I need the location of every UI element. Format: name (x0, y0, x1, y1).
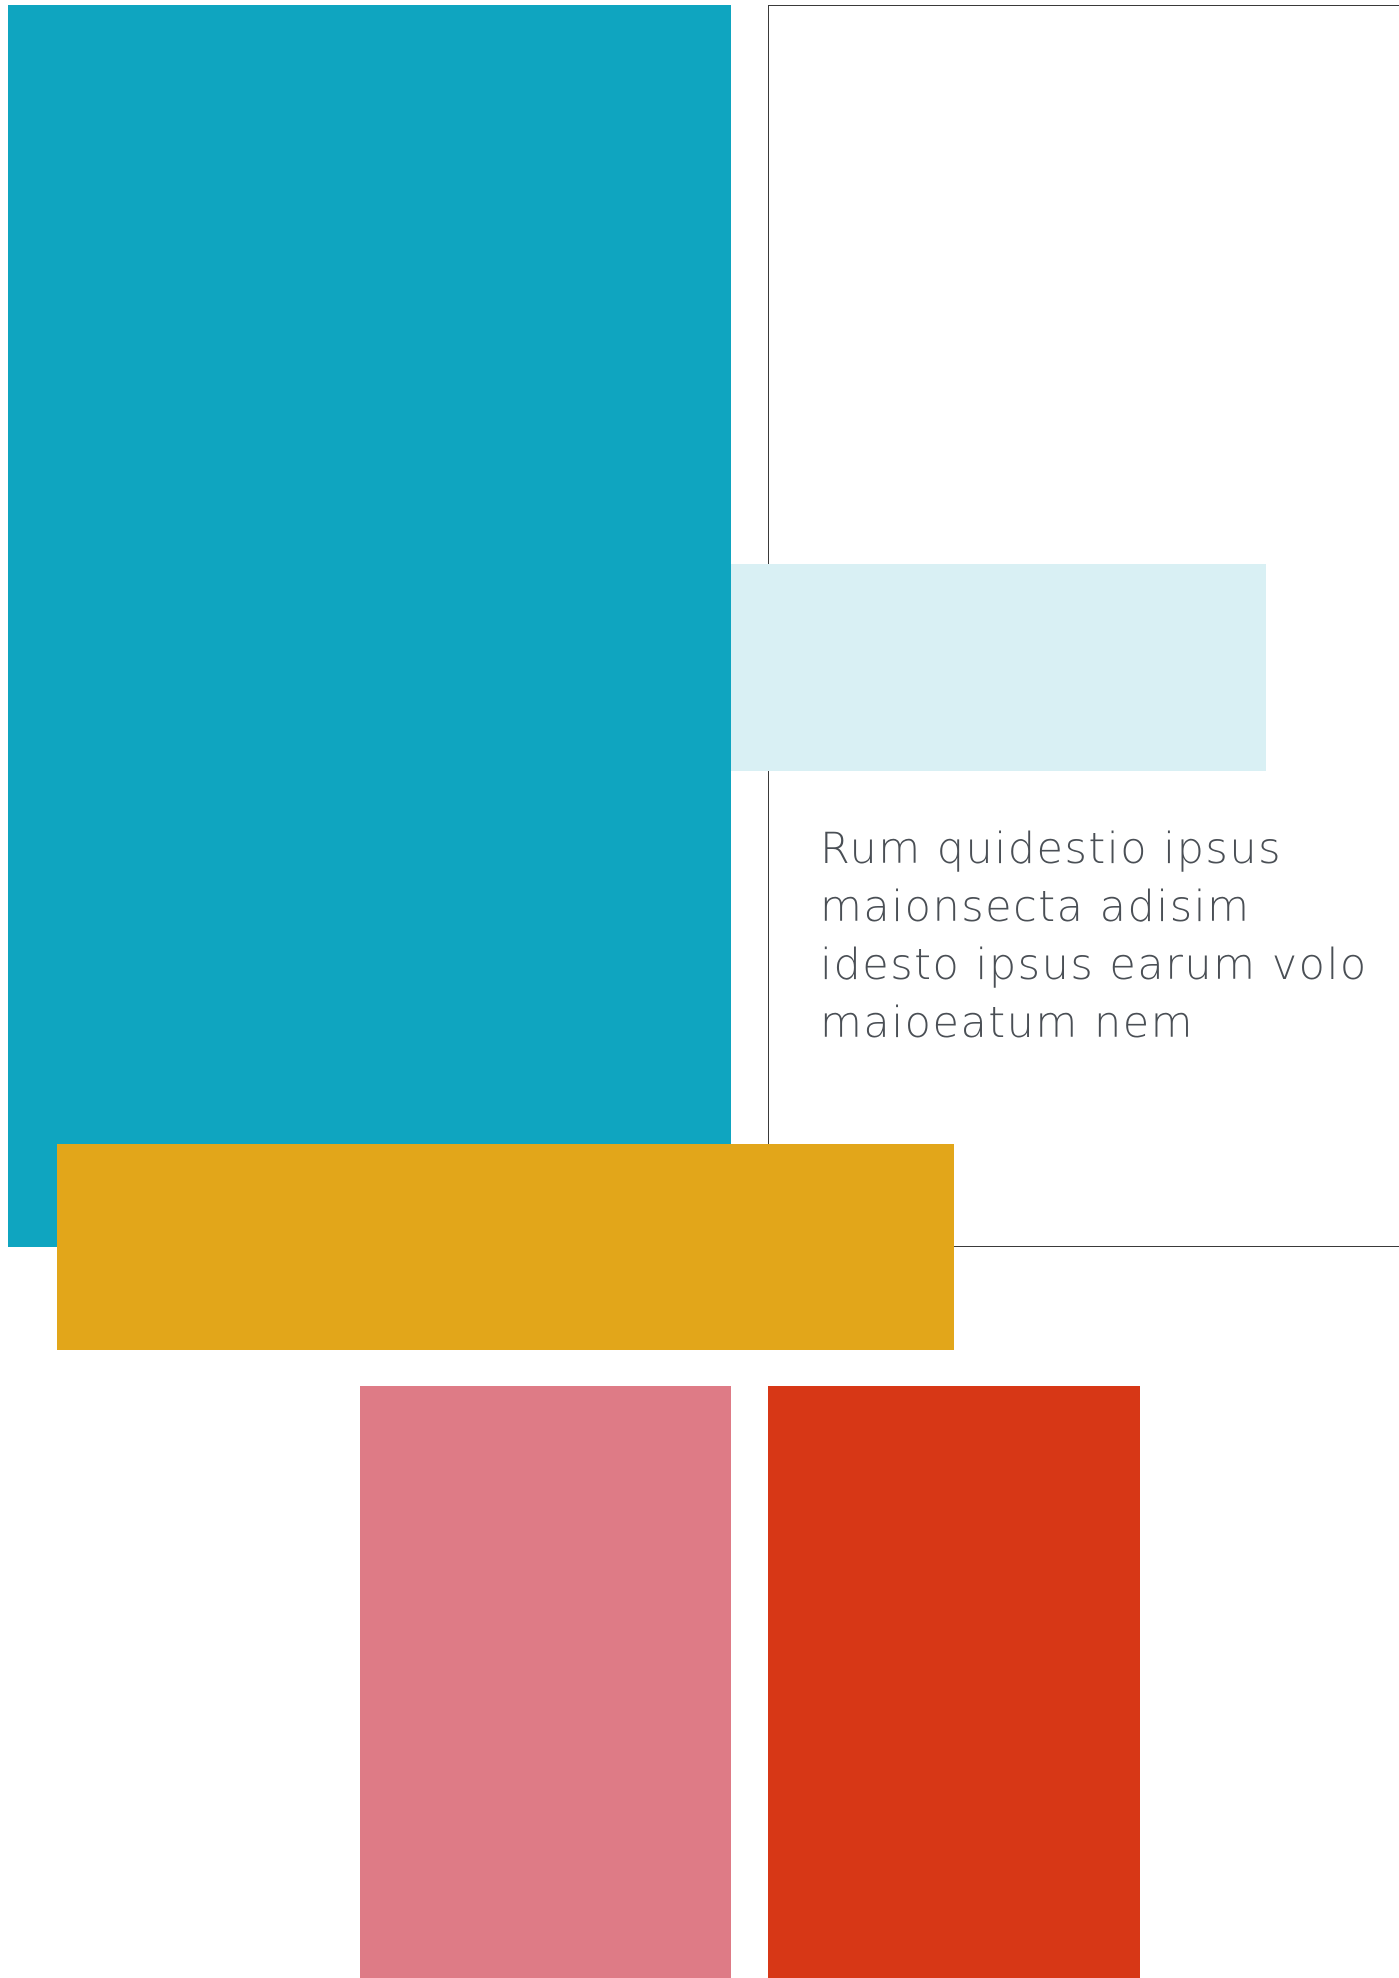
light-teal-band (731, 564, 1266, 771)
teal-panel (8, 5, 731, 1247)
gold-bar (57, 1144, 954, 1350)
body-text-line: maionsecta adisim (820, 882, 1251, 932)
body-text-line: idesto ipsus earum volo (820, 940, 1368, 990)
pink-column (360, 1386, 731, 1978)
red-column (768, 1386, 1140, 1978)
body-text-line: maioeatum nem (820, 998, 1195, 1048)
body-text: Rum quidestio ipsus maionsecta adisim id… (820, 820, 1380, 1052)
body-text-line: Rum quidestio ipsus (820, 824, 1282, 874)
